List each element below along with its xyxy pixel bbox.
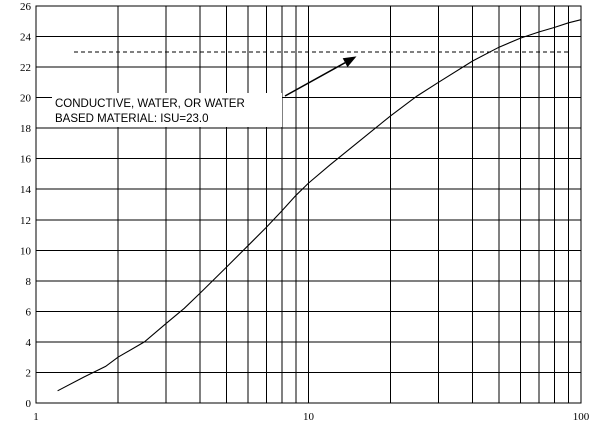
grid bbox=[36, 6, 581, 403]
y-tick-label: 24 bbox=[20, 32, 32, 44]
y-tick-label: 10 bbox=[20, 245, 32, 257]
y-tick-label: 18 bbox=[20, 123, 32, 135]
data-series-line bbox=[57, 19, 582, 392]
y-tick-label: 8 bbox=[26, 276, 32, 288]
y-tick-label: 26 bbox=[20, 1, 32, 13]
x-tick-label: 100 bbox=[573, 411, 590, 423]
y-tick-label: 16 bbox=[20, 154, 32, 166]
y-tick-label: 14 bbox=[20, 184, 32, 196]
x-tick-label: 10 bbox=[303, 411, 315, 423]
annotation-box bbox=[52, 93, 282, 127]
y-tick-label: 0 bbox=[26, 398, 32, 410]
x-axis-ticks: 1 10 100 bbox=[33, 411, 590, 423]
y-tick-label: 4 bbox=[26, 337, 32, 349]
annotation-line-1: CONDUCTIVE, WATER, OR WATER bbox=[55, 98, 245, 110]
data-series-group bbox=[57, 19, 582, 392]
plot-frame bbox=[35, 5, 582, 404]
y-tick-label: 12 bbox=[20, 215, 31, 227]
y-tick-label: 6 bbox=[26, 306, 32, 318]
y-tick-label: 20 bbox=[20, 93, 32, 105]
annotation-arrow-head bbox=[342, 56, 357, 68]
annotation-arrow-shaft bbox=[284, 62, 346, 97]
y-tick-label: 22 bbox=[20, 62, 31, 74]
y-tick-label: 2 bbox=[26, 368, 32, 380]
annotation-line-2: BASED MATERIAL: ISU=23.0 bbox=[55, 113, 209, 125]
annotation: CONDUCTIVE, WATER, OR WATER BASED MATERI… bbox=[52, 56, 357, 127]
x-tick-label: 1 bbox=[33, 411, 39, 423]
